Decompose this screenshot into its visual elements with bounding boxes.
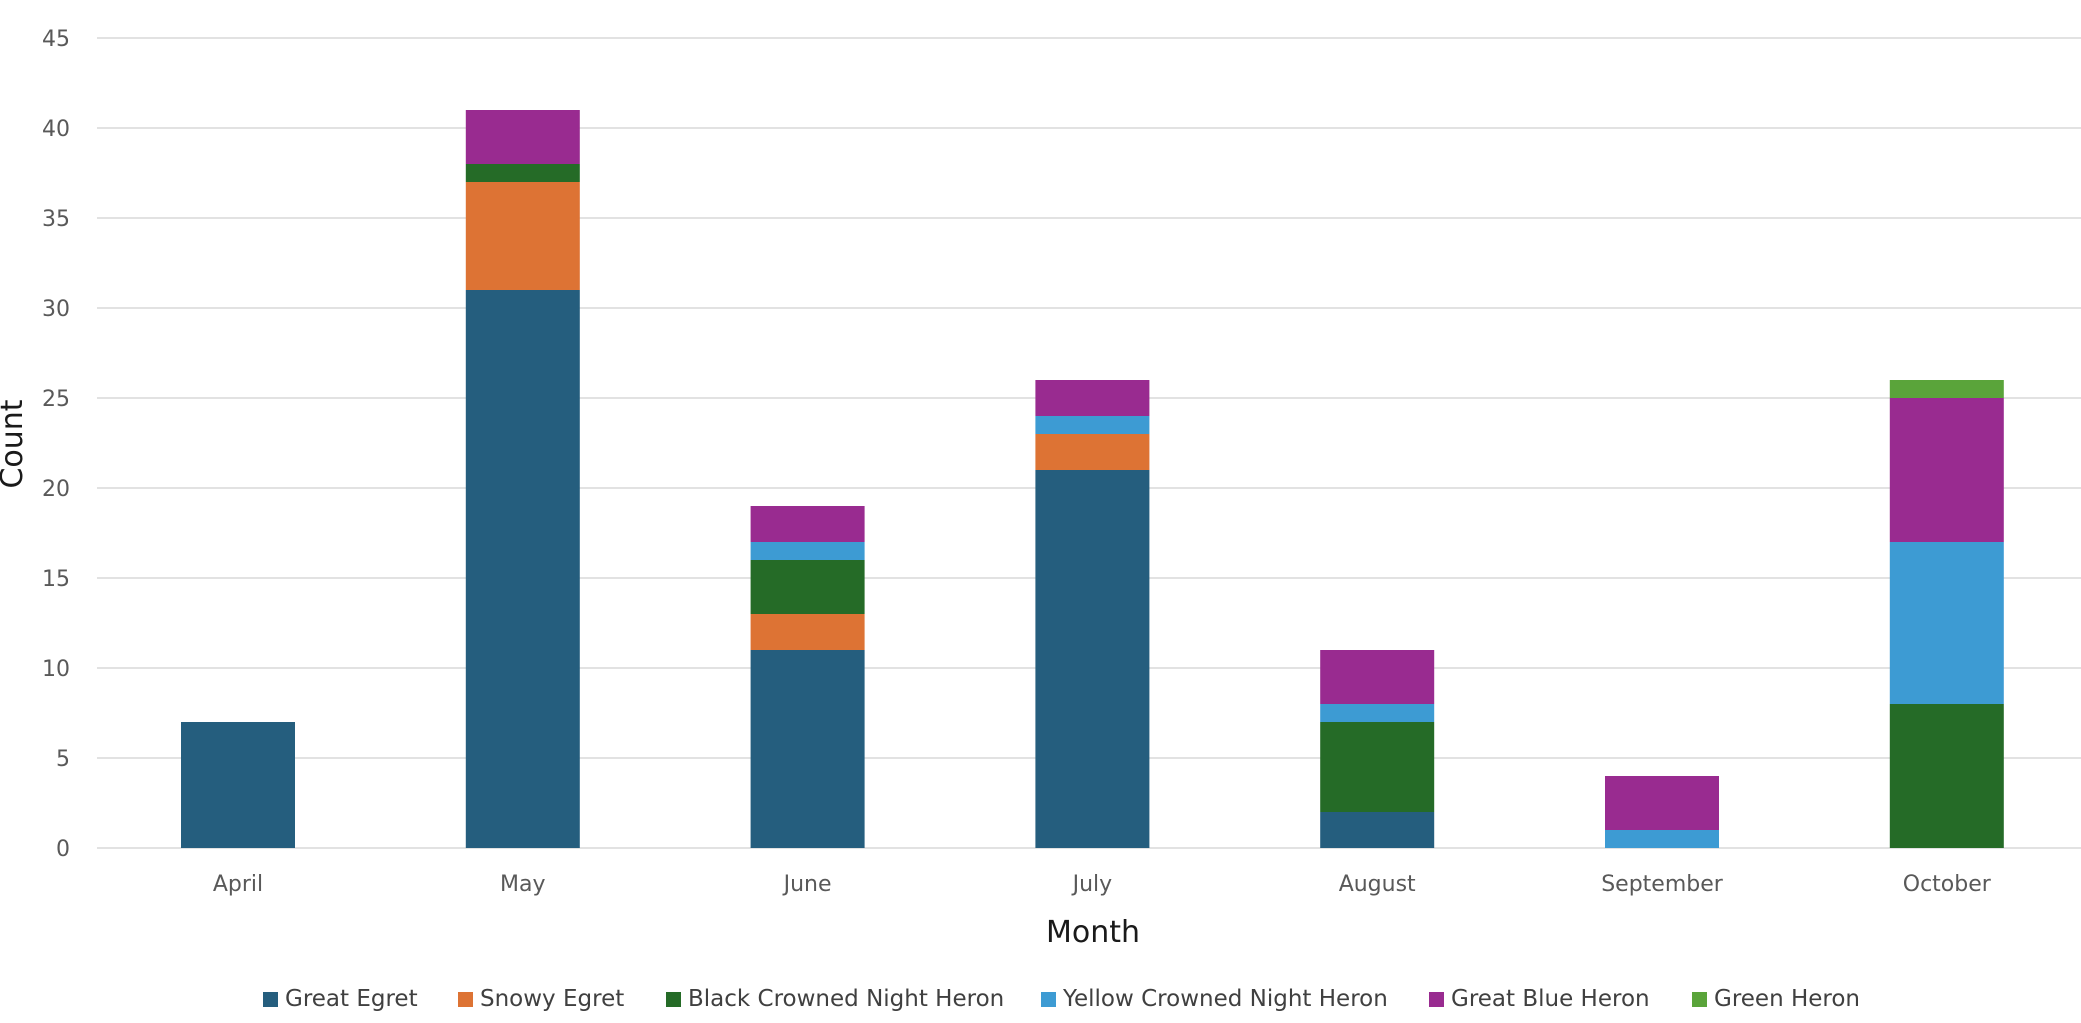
- y-tick-label: 30: [42, 297, 70, 322]
- bar-segment: [1889, 704, 2004, 848]
- bar-segment: [1035, 470, 1150, 848]
- bar-segment: [1035, 380, 1150, 416]
- legend-label: Great Blue Heron: [1451, 986, 1650, 1012]
- bar-segment: [750, 506, 865, 542]
- legend-label: Great Egret: [285, 986, 418, 1012]
- bar-segment: [465, 164, 580, 182]
- legend-swatch: [263, 992, 278, 1007]
- bar-segment: [1320, 704, 1435, 722]
- x-tick-label: April: [213, 872, 263, 897]
- bar-segment: [181, 722, 295, 848]
- y-axis-tick-labels: 0 5 10 15 20 25 30 35 40 45: [42, 27, 70, 862]
- bar-segment: [750, 542, 865, 560]
- y-tick-label: 40: [42, 117, 70, 142]
- legend-item: Great Blue Heron: [1429, 986, 1650, 1012]
- legend-swatch: [1429, 992, 1444, 1007]
- x-tick-label: September: [1601, 872, 1724, 897]
- y-tick-label: 25: [42, 387, 70, 412]
- legend-label: Yellow Crowned Night Heron: [1062, 986, 1388, 1012]
- y-axis-title: Count: [0, 399, 30, 488]
- x-tick-label: August: [1339, 872, 1416, 897]
- bar-segment: [1035, 416, 1150, 434]
- y-tick-label: 45: [42, 27, 70, 52]
- legend-swatch: [1041, 992, 1056, 1007]
- y-tick-label: 20: [42, 477, 70, 502]
- bar-segment: [465, 290, 580, 848]
- legend-swatch: [666, 992, 681, 1007]
- bar-segment: [1605, 776, 1719, 830]
- legend: Great Egret Snowy Egret Black Crowned Nigh…: [263, 986, 1860, 1012]
- bar-segment: [1889, 380, 2004, 398]
- bar-segment: [1320, 812, 1435, 848]
- legend-item: Yellow Crowned Night Heron: [1041, 986, 1388, 1012]
- legend-item: Snowy Egret: [458, 986, 624, 1012]
- legend-label: Snowy Egret: [480, 986, 624, 1012]
- legend-swatch: [458, 992, 473, 1007]
- x-axis-tick-labels: April May June July August September October: [213, 872, 1992, 897]
- x-tick-label: October: [1903, 872, 1992, 897]
- bars: [181, 110, 2004, 848]
- legend-item: Green Heron: [1692, 986, 1860, 1012]
- legend-swatch: [1692, 992, 1707, 1007]
- bar-segment: [1320, 650, 1435, 704]
- bar-segment: [750, 614, 865, 650]
- y-tick-label: 5: [56, 747, 70, 772]
- x-tick-label: June: [782, 872, 832, 897]
- bar-segment: [465, 110, 580, 164]
- bar-segment: [1605, 830, 1719, 848]
- y-tick-label: 0: [56, 837, 70, 862]
- bar-segment: [1889, 398, 2004, 542]
- bar-segment: [465, 182, 580, 290]
- x-tick-label: May: [500, 872, 545, 897]
- x-axis-title: Month: [1046, 915, 1140, 950]
- y-tick-label: 15: [42, 567, 70, 592]
- legend-item: Black Crowned Night Heron: [666, 986, 1004, 1012]
- legend-item: Great Egret: [263, 986, 418, 1012]
- bar-segment: [750, 560, 865, 614]
- legend-label: Green Heron: [1714, 986, 1860, 1012]
- x-tick-label: July: [1071, 872, 1113, 897]
- bar-segment: [1889, 542, 2004, 704]
- bar-segment: [750, 650, 865, 848]
- bar-segment: [1035, 434, 1150, 470]
- y-tick-label: 35: [42, 207, 70, 232]
- bar-segment: [1320, 722, 1435, 812]
- y-tick-label: 10: [42, 657, 70, 682]
- legend-label: Black Crowned Night Heron: [688, 986, 1004, 1012]
